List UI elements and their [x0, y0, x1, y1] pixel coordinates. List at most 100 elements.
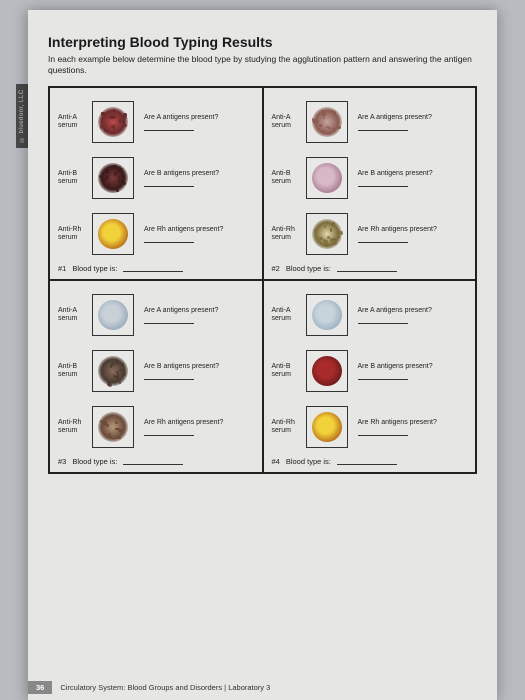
serum-row: Anti-A serum Are A antigens present? [272, 289, 468, 341]
serum-row: Anti-B serum Are B antigens present? [58, 152, 254, 204]
serum-label: Anti-A serum [58, 307, 92, 324]
serum-row: Anti-Rh serum Are Rh antigens present? [272, 401, 468, 453]
bloodtype-blank[interactable] [123, 265, 183, 272]
answer-blank[interactable] [358, 374, 408, 380]
agglutinated-sample [98, 163, 128, 193]
answer-blank[interactable] [144, 430, 194, 436]
page-footer: 36 Circulatory System: Blood Groups and … [28, 681, 497, 694]
answer-blank[interactable] [358, 430, 408, 436]
quadrant: Anti-A serumAre A antigens present?Anti-… [263, 87, 477, 280]
question-column: Are Rh antigens present? [358, 418, 437, 436]
answer-blank[interactable] [144, 181, 194, 187]
bloodtype-blank[interactable] [123, 458, 183, 465]
serum-row: Anti-B serum Are B antigens present? [272, 152, 468, 204]
serum-label: Anti-Rh serum [58, 226, 92, 243]
bloodtype-row: #2 Blood type is: [272, 264, 468, 273]
antigen-question: Are Rh antigens present? [144, 225, 223, 234]
quadrant-id: #2 [272, 264, 280, 273]
quadrant: Anti-A serumAre A antigens present?Anti-… [49, 280, 263, 473]
sample-well [92, 157, 134, 199]
antigen-question: Are A antigens present? [358, 306, 432, 315]
quadrant-id: #1 [58, 264, 66, 273]
sample-well [306, 294, 348, 336]
question-column: Are A antigens present? [144, 113, 218, 131]
serum-row: Anti-B serum Are B antigens present? [58, 345, 254, 397]
sample-well [306, 406, 348, 448]
serum-label: Anti-B serum [58, 363, 92, 380]
bloodtype-label: Blood type is: [72, 264, 117, 273]
question-column: Are A antigens present? [144, 306, 218, 324]
bloodtype-row: #4Blood type is: [272, 457, 468, 466]
quadrant-id: #3 [58, 457, 66, 466]
bloodtype-blank[interactable] [337, 265, 397, 272]
serum-label: Anti-B serum [58, 170, 92, 187]
serum-label: Anti-Rh serum [58, 419, 92, 436]
agglutinated-sample [98, 412, 128, 442]
question-column: Are Rh antigens present? [358, 225, 437, 243]
agglutinated-sample [312, 219, 342, 249]
serum-row: Anti-Rh serum Are Rh antigens present? [272, 208, 468, 260]
smooth-sample [98, 219, 128, 249]
answer-blank[interactable] [144, 237, 194, 243]
antigen-question: Are A antigens present? [144, 306, 218, 315]
smooth-sample [98, 300, 128, 330]
sample-well [92, 350, 134, 392]
bloodtype-label: Blood type is: [286, 264, 331, 273]
agglutinated-sample [98, 107, 128, 137]
sample-well [306, 350, 348, 392]
serum-label: Anti-Rh serum [272, 226, 306, 243]
serum-label: Anti-Rh serum [272, 419, 306, 436]
serum-row: Anti-Rh serum Are Rh antigens present? [58, 208, 254, 260]
question-column: Are B antigens present? [144, 169, 219, 187]
quadrant: Anti-A serumAre A antigens present?Anti-… [49, 87, 263, 280]
worksheet-page: Interpreting Blood Typing Results In eac… [28, 10, 497, 700]
serum-row: Anti-A serumAre A antigens present? [272, 96, 468, 148]
antigen-question: Are Rh antigens present? [358, 418, 437, 427]
agglutinated-sample [312, 107, 342, 137]
sample-well [306, 101, 348, 143]
sample-well [92, 213, 134, 255]
antigen-question: Are Rh antigens present? [358, 225, 437, 234]
answer-blank[interactable] [358, 237, 408, 243]
question-column: Are Rh antigens present? [144, 418, 223, 436]
question-column: Are A antigens present? [358, 306, 432, 324]
answer-blank[interactable] [144, 374, 194, 380]
answer-blank[interactable] [144, 318, 194, 324]
serum-row: Anti-Rh serum Are Rh antigens present? [58, 401, 254, 453]
bloodtype-label: Blood type is: [72, 457, 117, 466]
page-title: Interpreting Blood Typing Results [48, 34, 477, 50]
antigen-question: Are B antigens present? [144, 169, 219, 178]
quadrant: Anti-A serumAre A antigens present?Anti-… [263, 280, 477, 473]
antigen-question: Are B antigens present? [144, 362, 219, 371]
agglutinated-sample [98, 356, 128, 386]
serum-row: Anti-A serum Are A antigens present? [58, 289, 254, 341]
question-column: Are B antigens present? [358, 169, 433, 187]
antigen-question: Are A antigens present? [144, 113, 218, 122]
bloodtype-row: #1 Blood type is: [58, 264, 254, 273]
answer-blank[interactable] [358, 125, 408, 131]
footer-text: Circulatory System: Blood Groups and Dis… [60, 683, 270, 692]
serum-label: Anti-B serum [272, 363, 306, 380]
antigen-question: Are A antigens present? [358, 113, 432, 122]
sample-well [92, 294, 134, 336]
bloodtype-row: #3 Blood type is: [58, 457, 254, 466]
answer-blank[interactable] [144, 125, 194, 131]
antigen-question: Are B antigens present? [358, 169, 433, 178]
bloodtype-blank[interactable] [337, 458, 397, 465]
publisher-tab: © bluedoor, LLC [16, 84, 28, 148]
page-number: 36 [28, 681, 52, 694]
serum-label: Anti-B serum [272, 170, 306, 187]
question-column: Are B antigens present? [358, 362, 433, 380]
serum-row: Anti-A serumAre A antigens present? [58, 96, 254, 148]
question-column: Are A antigens present? [358, 113, 432, 131]
serum-row: Anti-B serum Are B antigens present? [272, 345, 468, 397]
sample-well [306, 157, 348, 199]
sample-well [92, 406, 134, 448]
smooth-sample [312, 300, 342, 330]
antigen-question: Are B antigens present? [358, 362, 433, 371]
serum-label: Anti-A serum [272, 307, 306, 324]
answer-blank[interactable] [358, 181, 408, 187]
question-column: Are Rh antigens present? [144, 225, 223, 243]
smooth-sample [312, 163, 342, 193]
answer-blank[interactable] [358, 318, 408, 324]
